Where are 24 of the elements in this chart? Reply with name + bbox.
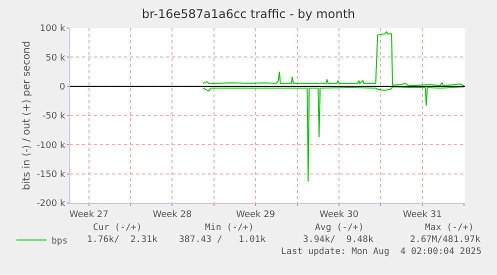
y-tick-label: 0 [59, 82, 66, 92]
x-tick-label: Week 31 [402, 210, 442, 220]
text: 3.94k/ 9.48k [303, 235, 374, 245]
legend-label: bps [51, 236, 68, 247]
y-tick-label: 100 k [40, 24, 66, 34]
chart-title: br-16e587a1a6cc traffic - by month [142, 7, 356, 22]
y-axis-title: bits in (-) / out (+) per second [22, 40, 33, 190]
y-tick-label: -50 k [42, 112, 66, 122]
x-tick-label: Week 30 [319, 210, 359, 220]
x-tick-label: Week 28 [152, 210, 192, 220]
text: Last update: Mon Aug 4 02:00:04 2025 [281, 247, 482, 257]
y-tick-label: -200 k [36, 199, 66, 210]
y-tick-label: -150 k [36, 170, 66, 180]
text: Min (-/+) [205, 223, 254, 233]
y-tick-label: -100 k [36, 140, 66, 151]
text: Avg (-/+) [315, 223, 364, 233]
text: 2.67M/481.97k [410, 235, 482, 245]
text: 1.76k/ 2.31k [87, 235, 158, 245]
x-tick-label: Week 29 [236, 210, 276, 220]
text: Cur (-/+) [93, 223, 142, 233]
x-tick-label: Week 27 [69, 210, 108, 220]
text: Max (-/+) [425, 223, 474, 233]
text: 387.43 / 1.01k [179, 235, 266, 245]
y-tick-label: 50 k [46, 53, 66, 64]
